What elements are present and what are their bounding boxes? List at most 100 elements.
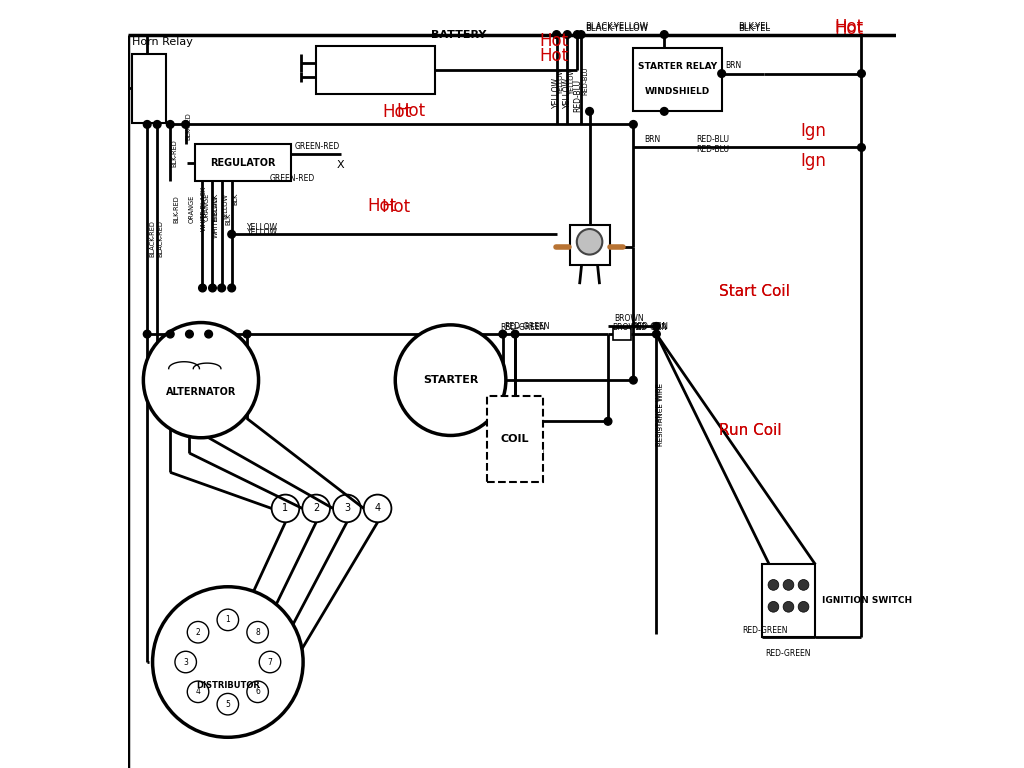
Circle shape: [143, 121, 152, 128]
Text: 3: 3: [183, 657, 188, 667]
Text: BRN: BRN: [725, 61, 741, 70]
Text: RED-BLU: RED-BLU: [696, 135, 729, 144]
Circle shape: [577, 229, 602, 254]
Circle shape: [798, 580, 809, 591]
Text: YELLOW: YELLOW: [563, 77, 571, 108]
Text: YELLOW: YELLOW: [558, 67, 564, 94]
Circle shape: [154, 121, 161, 128]
Circle shape: [660, 31, 668, 38]
Text: BRN: BRN: [644, 134, 660, 144]
Text: WHITE-BLACK: WHITE-BLACK: [201, 187, 207, 231]
Circle shape: [660, 108, 668, 115]
Circle shape: [185, 330, 194, 338]
Text: YELLOW: YELLOW: [247, 223, 279, 232]
Text: RED-GREEN: RED-GREEN: [766, 649, 811, 658]
Text: GREEN-RED: GREEN-RED: [295, 141, 340, 151]
Text: Hot: Hot: [539, 31, 568, 50]
Text: YELLOW: YELLOW: [247, 227, 279, 237]
Circle shape: [604, 418, 612, 425]
Circle shape: [166, 330, 174, 338]
Text: Run Coil: Run Coil: [719, 422, 782, 438]
Circle shape: [395, 325, 506, 435]
Circle shape: [652, 323, 660, 330]
Circle shape: [244, 330, 251, 338]
Circle shape: [586, 108, 594, 115]
Text: YELLOW: YELLOW: [552, 77, 561, 108]
FancyBboxPatch shape: [613, 328, 631, 340]
Text: Ign: Ign: [800, 152, 826, 170]
Circle shape: [511, 330, 519, 338]
Text: Hot: Hot: [367, 197, 396, 215]
Text: BLK: BLK: [232, 193, 239, 205]
Text: YELLOW: YELLOW: [222, 193, 228, 220]
Circle shape: [783, 601, 794, 612]
Text: Hot: Hot: [396, 102, 426, 121]
Text: Run Coil: Run Coil: [719, 422, 782, 438]
Text: Hot: Hot: [835, 18, 863, 36]
Text: 1: 1: [225, 615, 230, 624]
FancyBboxPatch shape: [195, 144, 291, 181]
Text: RED-GREEN: RED-GREEN: [742, 626, 788, 635]
Circle shape: [857, 144, 865, 151]
Text: RED-GREEN: RED-GREEN: [504, 322, 550, 331]
Text: Hot: Hot: [539, 47, 568, 65]
FancyBboxPatch shape: [569, 225, 609, 265]
Circle shape: [199, 284, 207, 292]
Circle shape: [553, 31, 560, 38]
Circle shape: [768, 601, 779, 612]
Text: BLACK-YELLOW: BLACK-YELLOW: [585, 24, 648, 33]
Text: Start Coil: Start Coil: [719, 284, 791, 300]
Text: BLK-RED: BLK-RED: [185, 112, 191, 140]
Circle shape: [573, 31, 582, 38]
Text: RED-GREEN: RED-GREEN: [501, 323, 546, 332]
Text: BROWN: BROWN: [612, 323, 641, 332]
Text: BLK: BLK: [225, 213, 231, 225]
Circle shape: [630, 121, 637, 128]
Circle shape: [205, 330, 213, 338]
Text: BLK-YEL: BLK-YEL: [738, 22, 771, 31]
Text: 7: 7: [267, 657, 272, 667]
Text: 6: 6: [255, 687, 260, 697]
Circle shape: [798, 601, 809, 612]
FancyBboxPatch shape: [132, 54, 166, 123]
Text: X: X: [337, 160, 344, 170]
Text: BLK-RED: BLK-RED: [172, 140, 178, 167]
Text: 4: 4: [196, 687, 201, 697]
Text: STARTER RELAY: STARTER RELAY: [638, 61, 717, 71]
FancyBboxPatch shape: [316, 46, 435, 94]
Circle shape: [143, 323, 258, 438]
Text: REGULATOR: REGULATOR: [210, 157, 275, 168]
Text: BLK-RED: BLK-RED: [173, 195, 179, 223]
Text: RESISTANCE WIRE: RESISTANCE WIRE: [657, 383, 664, 446]
Text: IGNITION SWITCH: IGNITION SWITCH: [821, 597, 911, 605]
Circle shape: [578, 31, 585, 38]
Text: DISTRIBUTOR: DISTRIBUTOR: [196, 680, 260, 690]
Text: 8: 8: [255, 627, 260, 637]
Text: COIL: COIL: [501, 433, 529, 444]
Circle shape: [182, 121, 189, 128]
Circle shape: [218, 284, 225, 292]
Text: YELLOW: YELLOW: [569, 67, 574, 94]
Text: 2: 2: [196, 627, 201, 637]
Circle shape: [227, 230, 236, 238]
Text: BLACK-YELLOW: BLACK-YELLOW: [585, 22, 648, 31]
FancyBboxPatch shape: [487, 396, 543, 482]
Circle shape: [718, 70, 725, 78]
Text: RESISTANCE WIRE: RESISTANCE WIRE: [656, 383, 663, 446]
Circle shape: [630, 376, 637, 384]
Text: WHITE-BLACK: WHITE-BLACK: [213, 193, 219, 238]
Text: ORANGE: ORANGE: [188, 195, 195, 223]
Text: RED-BLU: RED-BLU: [573, 80, 583, 112]
Circle shape: [783, 580, 794, 591]
Text: RED-BLU: RED-BLU: [583, 66, 589, 95]
Text: Hot: Hot: [381, 198, 411, 217]
Circle shape: [166, 121, 174, 128]
Text: GREEN-RED: GREEN-RED: [270, 174, 315, 183]
Text: BROWN: BROWN: [614, 314, 644, 323]
Text: Ign: Ign: [800, 122, 826, 140]
Circle shape: [652, 330, 660, 338]
Circle shape: [768, 580, 779, 591]
Text: Hot: Hot: [835, 20, 863, 38]
Text: YELLOW: YELLOW: [213, 195, 219, 223]
Text: 5: 5: [225, 700, 230, 709]
